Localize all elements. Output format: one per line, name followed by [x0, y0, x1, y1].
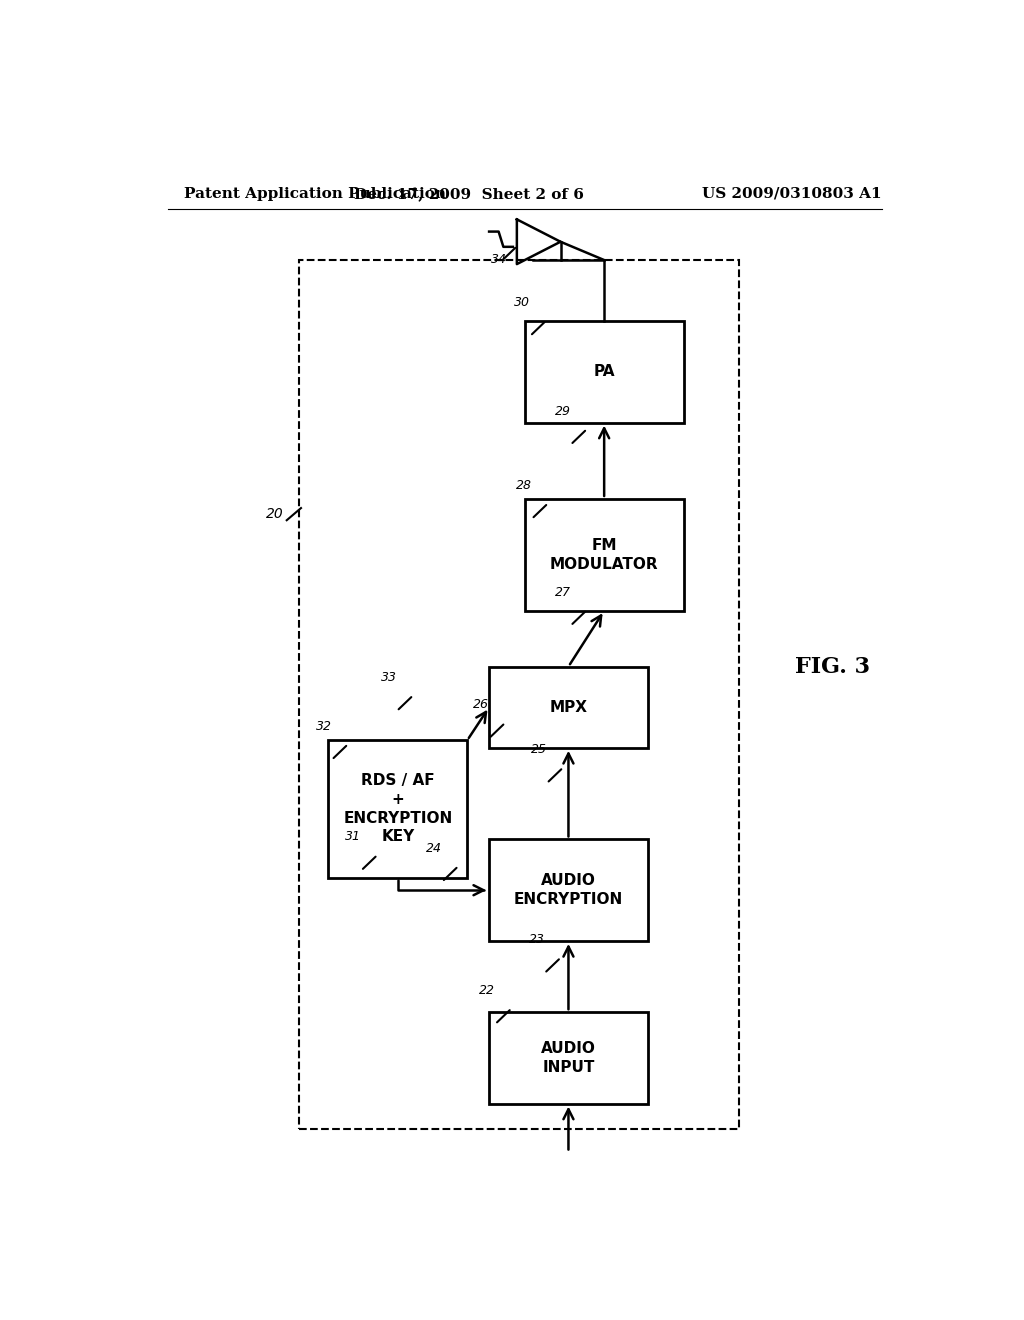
- Text: 27: 27: [555, 586, 570, 598]
- Text: US 2009/0310803 A1: US 2009/0310803 A1: [702, 187, 882, 201]
- Text: AUDIO
ENCRYPTION: AUDIO ENCRYPTION: [514, 874, 623, 907]
- Bar: [489, 667, 648, 748]
- Text: FIG. 3: FIG. 3: [795, 656, 869, 677]
- Text: MPX: MPX: [550, 700, 588, 714]
- Text: 23: 23: [528, 933, 545, 946]
- Text: 29: 29: [555, 405, 570, 417]
- Text: PA: PA: [594, 364, 614, 379]
- Text: 32: 32: [316, 719, 332, 733]
- Text: Dec. 17, 2009  Sheet 2 of 6: Dec. 17, 2009 Sheet 2 of 6: [354, 187, 584, 201]
- Bar: [299, 260, 739, 1129]
- Text: 20: 20: [266, 507, 284, 521]
- Bar: [489, 840, 648, 941]
- Text: 34: 34: [490, 253, 507, 267]
- Bar: [329, 741, 467, 878]
- Bar: [524, 499, 684, 611]
- Text: 31: 31: [345, 830, 361, 843]
- Text: 22: 22: [479, 983, 496, 997]
- Text: AUDIO
INPUT: AUDIO INPUT: [541, 1041, 596, 1074]
- Text: 33: 33: [381, 671, 397, 684]
- Text: Patent Application Publication: Patent Application Publication: [183, 187, 445, 201]
- Text: 24: 24: [426, 842, 442, 854]
- Text: 25: 25: [531, 743, 547, 756]
- Bar: [489, 1012, 648, 1104]
- Text: 26: 26: [473, 698, 489, 711]
- Text: 28: 28: [516, 479, 531, 492]
- Text: RDS / AF
+
ENCRYPTION
KEY: RDS / AF + ENCRYPTION KEY: [343, 774, 453, 845]
- Bar: [524, 321, 684, 422]
- Text: FM
MODULATOR: FM MODULATOR: [550, 539, 658, 572]
- Text: 30: 30: [514, 296, 530, 309]
